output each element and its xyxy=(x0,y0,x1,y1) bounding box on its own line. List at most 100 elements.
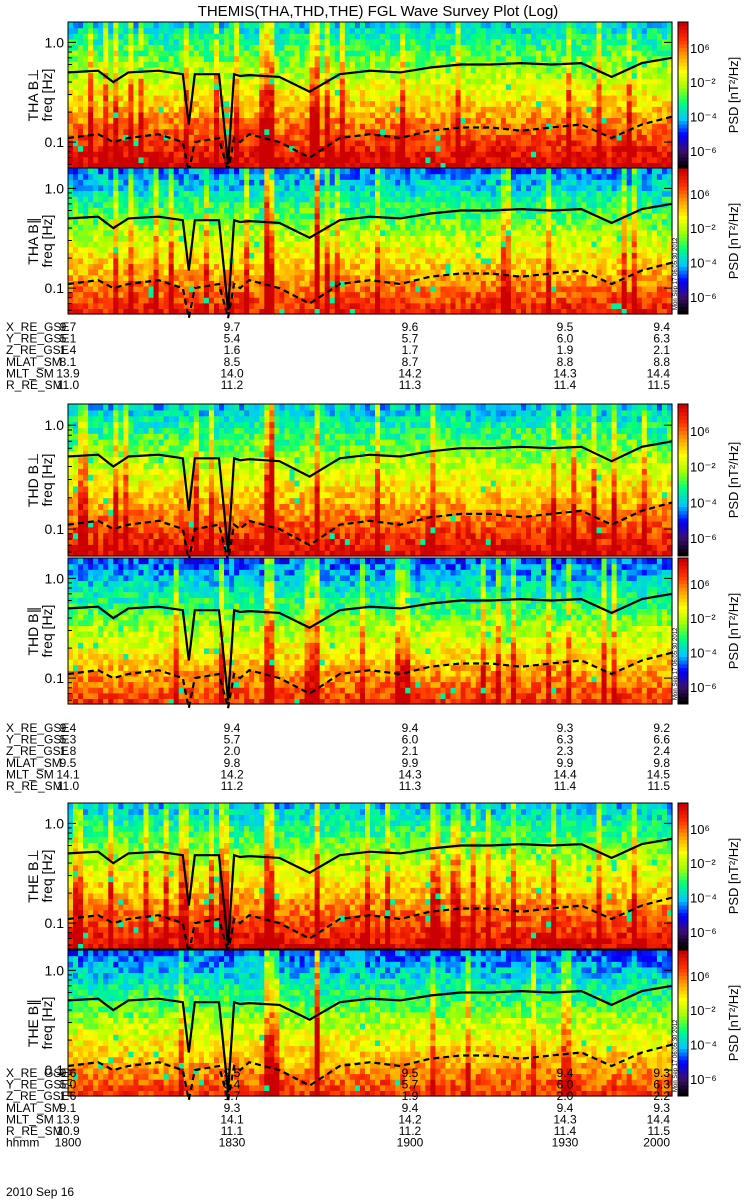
heatmap-cell xyxy=(612,50,618,56)
heatmap-cell xyxy=(300,179,306,185)
heatmap-cell xyxy=(289,219,295,225)
heatmap-cell xyxy=(345,179,351,185)
heatmap-cell xyxy=(199,202,205,208)
heatmap-cell xyxy=(350,263,356,269)
heatmap-cell xyxy=(199,106,205,112)
heatmap-cell xyxy=(506,112,512,118)
heatmap-cell xyxy=(184,168,190,174)
heatmap-cell xyxy=(118,129,124,135)
heatmap-cell xyxy=(98,112,104,118)
heatmap-cell xyxy=(395,123,401,129)
heatmap-cell xyxy=(204,247,210,253)
heatmap-cell xyxy=(335,101,341,107)
heatmap-cell xyxy=(209,151,215,157)
heatmap-cell xyxy=(541,95,547,101)
heatmap-cell xyxy=(305,117,311,123)
heatmap-cell xyxy=(561,84,567,90)
heatmap-cell xyxy=(159,39,165,45)
heatmap-cell xyxy=(249,151,255,157)
heatmap-cell xyxy=(249,117,255,123)
heatmap-cell xyxy=(103,140,109,146)
heatmap-cell xyxy=(385,303,391,309)
heatmap-cell xyxy=(325,157,331,163)
heatmap-cell xyxy=(244,123,250,129)
heatmap-cell xyxy=(556,73,562,79)
heatmap-cell xyxy=(511,123,517,129)
heatmap-cell xyxy=(93,168,99,174)
heatmap-cell xyxy=(657,140,663,146)
heatmap-cell xyxy=(410,179,416,185)
heatmap-cell xyxy=(496,44,502,50)
heatmap-cell xyxy=(93,73,99,79)
heatmap-cell xyxy=(476,117,482,123)
heatmap-cell xyxy=(526,50,532,56)
heatmap-cell xyxy=(174,179,180,185)
heatmap-cell xyxy=(169,252,175,258)
heatmap-cell xyxy=(365,28,371,34)
heatmap-cell xyxy=(269,89,275,95)
heatmap-cell xyxy=(204,28,210,34)
heatmap-cell xyxy=(159,207,165,213)
heatmap-cell xyxy=(279,151,285,157)
heatmap-cell xyxy=(385,286,391,292)
heatmap-cell xyxy=(405,219,411,225)
heatmap-cell xyxy=(571,112,577,118)
heatmap-cell xyxy=(128,185,134,191)
heatmap-cell xyxy=(652,129,658,135)
heatmap-cell xyxy=(350,39,356,45)
heatmap-cell xyxy=(365,269,371,275)
heatmap-cell xyxy=(340,123,346,129)
heatmap-cell xyxy=(264,286,270,292)
heatmap-cell xyxy=(128,202,134,208)
heatmap-cell xyxy=(516,33,522,39)
heatmap-cell xyxy=(390,157,396,163)
heatmap-cell xyxy=(103,258,109,264)
heatmap-cell xyxy=(133,303,139,309)
heatmap-cell xyxy=(78,50,84,56)
heatmap-cell xyxy=(370,196,376,202)
heatmap-cell xyxy=(123,185,129,191)
heatmap-cell xyxy=(471,129,477,135)
heatmap-cell xyxy=(93,28,99,34)
heatmap-cell xyxy=(138,207,144,213)
heatmap-cell xyxy=(405,241,411,247)
heatmap-cell xyxy=(380,89,386,95)
heatmap-cell xyxy=(400,174,406,180)
heatmap-cell xyxy=(325,247,331,253)
heatmap-cell xyxy=(486,106,492,112)
heatmap-cell xyxy=(184,73,190,79)
heatmap-cell xyxy=(199,95,205,101)
heatmap-cell xyxy=(68,230,74,236)
heatmap-cell xyxy=(159,224,165,230)
heatmap-cell xyxy=(289,275,295,281)
heatmap-cell xyxy=(300,263,306,269)
heatmap-cell xyxy=(224,28,230,34)
heatmap-cell xyxy=(325,89,331,95)
heatmap-cell xyxy=(325,196,331,202)
heatmap-cell xyxy=(305,157,311,163)
heatmap-cell xyxy=(295,280,301,286)
heatmap-cell xyxy=(435,22,441,28)
heatmap-cell xyxy=(435,140,441,146)
heatmap-cell xyxy=(541,89,547,95)
heatmap-cell xyxy=(496,157,502,163)
heatmap-cell xyxy=(365,235,371,241)
heatmap-cell xyxy=(284,258,290,264)
heatmap-cell xyxy=(73,235,79,241)
heatmap-cell xyxy=(602,95,608,101)
heatmap-cell xyxy=(159,106,165,112)
heatmap-cell xyxy=(219,50,225,56)
heatmap-cell xyxy=(108,241,114,247)
heatmap-cell xyxy=(133,61,139,67)
heatmap-cell xyxy=(123,44,129,50)
heatmap-cell xyxy=(461,95,467,101)
heatmap-cell xyxy=(123,230,129,236)
heatmap-cell xyxy=(300,140,306,146)
heatmap-cell xyxy=(289,258,295,264)
heatmap-cell xyxy=(541,44,547,50)
heatmap-cell xyxy=(330,213,336,219)
heatmap-cell xyxy=(234,303,240,309)
heatmap-cell xyxy=(254,146,260,152)
heatmap-cell xyxy=(320,303,326,309)
heatmap-cell xyxy=(385,241,391,247)
